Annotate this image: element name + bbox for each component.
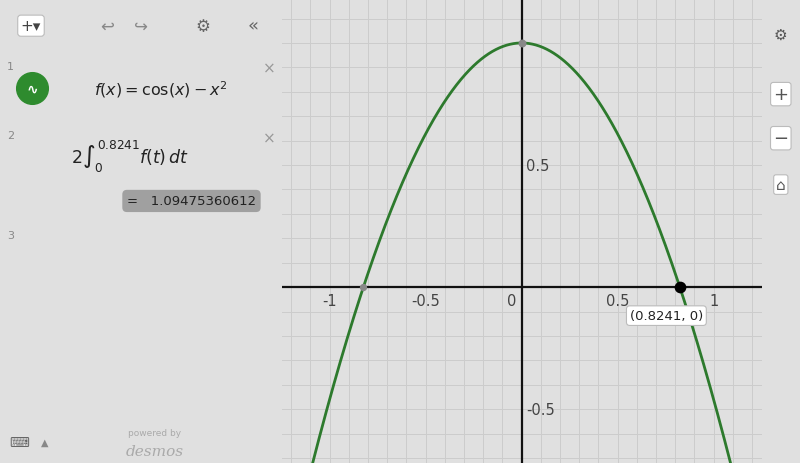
Text: 2: 2	[7, 131, 14, 141]
Point	[357, 284, 370, 291]
Text: desmos: desmos	[126, 444, 184, 458]
Text: ∿: ∿	[26, 82, 38, 96]
Text: «: «	[248, 18, 259, 36]
Point	[674, 284, 686, 291]
Text: 1: 1	[7, 62, 14, 72]
Text: $2\int_0^{0.8241} f(t)\,dt$: $2\int_0^{0.8241} f(t)\,dt$	[70, 139, 189, 175]
Text: ⌂: ⌂	[776, 178, 786, 193]
Text: (0.8241, 0): (0.8241, 0)	[630, 309, 703, 322]
Text: -1: -1	[322, 294, 337, 309]
Text: $f(x) = \cos(x) - x^2$: $f(x) = \cos(x) - x^2$	[94, 79, 227, 100]
Text: +▾: +▾	[21, 19, 41, 34]
Text: ×: ×	[262, 131, 275, 146]
Text: -0.5: -0.5	[411, 294, 440, 309]
Text: ⌨: ⌨	[10, 435, 30, 449]
Text: -0.5: -0.5	[526, 402, 555, 417]
Text: ↩: ↩	[100, 18, 114, 36]
Text: ↪: ↪	[134, 18, 148, 36]
Text: 0.5: 0.5	[526, 158, 550, 173]
Text: ⚙: ⚙	[774, 27, 788, 42]
Text: 0.5: 0.5	[606, 294, 630, 309]
Text: 1: 1	[709, 294, 718, 309]
Text: −: −	[774, 130, 788, 148]
Text: ⚙: ⚙	[195, 18, 210, 36]
Text: ▲: ▲	[42, 437, 49, 447]
Point	[515, 40, 528, 48]
Text: ×: ×	[262, 62, 275, 77]
Text: 3: 3	[7, 230, 14, 240]
Text: 0: 0	[507, 294, 517, 309]
Text: +: +	[774, 86, 788, 104]
Text: =   1.09475360612: = 1.09475360612	[127, 195, 256, 208]
Text: powered by: powered by	[128, 429, 182, 438]
